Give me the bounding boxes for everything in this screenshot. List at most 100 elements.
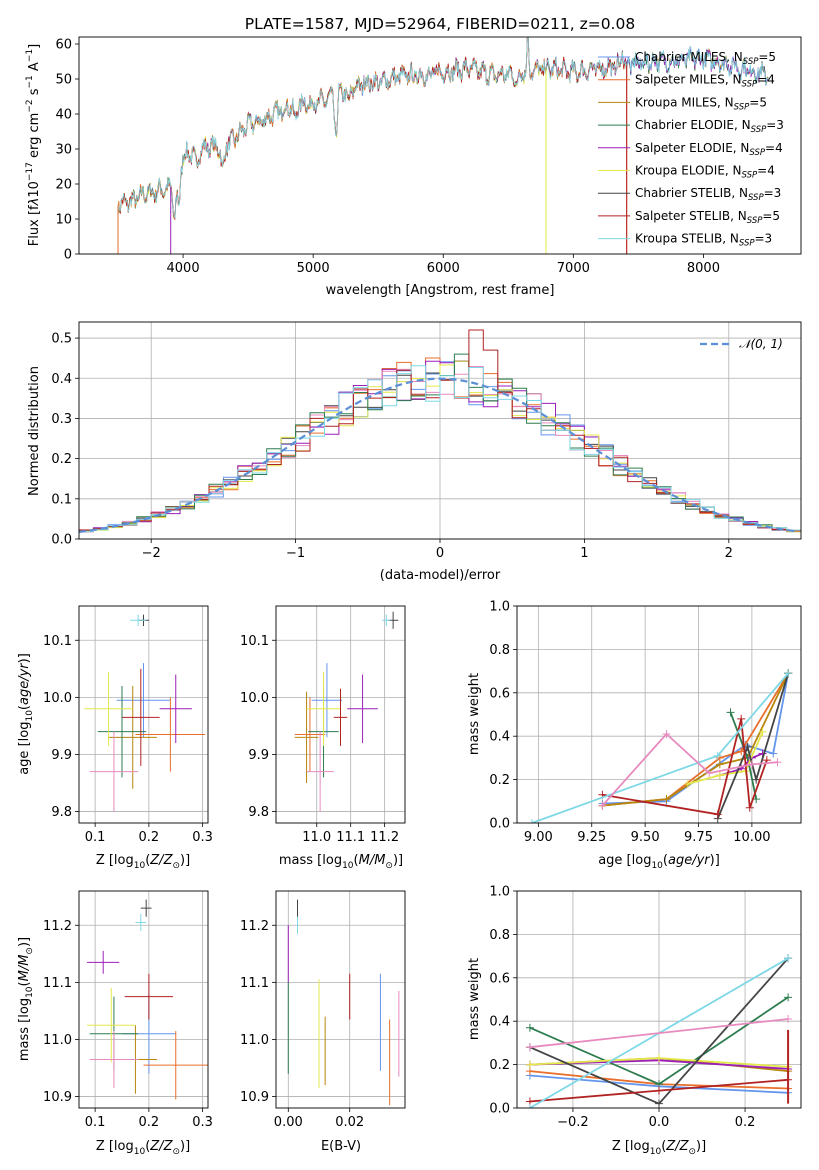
mass-weight-marker [662, 795, 671, 804]
age-vs-metallicity-panel: 0.1 0.2 0.3 9.8 9.9 10.0 10.1 Z [log10(Z/Z⊙)] ag… [17, 605, 213, 871]
mass-weight-marker [525, 1023, 534, 1032]
x-tick-label: 9.00 [524, 830, 553, 845]
legend: Chabrier MILES, NSSP=5 Salpeter MILES, NS… [598, 50, 784, 249]
mass-vs-metallicity-panel: 0.1 0.2 0.3 10.9 11.0 11.1 11.2 Z [log10(Z/Z⊙)]… [17, 890, 213, 1157]
mass-weight-marker [527, 819, 536, 823]
mass-weight-marker [715, 760, 724, 769]
mass-weight-marker [655, 1086, 663, 1095]
x-axis-label: mass [log10(M/M⊙)] [279, 853, 403, 871]
x-tick-label: 0 [436, 546, 444, 561]
plot-area [527, 669, 793, 823]
legend-label: Chabrier MILES, NSSP=5 [635, 50, 776, 67]
x-axis-label: Z [log10(Z/Z⊙)] [96, 853, 190, 871]
x-axis-label: wavelength [Angstrom, rest frame] [326, 283, 555, 298]
x-tick-label: 8000 [687, 261, 720, 276]
y-tick-label: 11.0 [43, 1033, 72, 1048]
axes-frame [275, 605, 406, 824]
y-tick-label: 30 [55, 143, 72, 158]
mass-weight-marker [747, 760, 756, 769]
mass-vs-ebv-panel: 0.00 0.02 10.9 11.0 11.1 11.2 E(B-V) [240, 890, 406, 1154]
legend-label: Salpeter STELIB, NSSP=5 [635, 209, 780, 226]
histogram-step [79, 360, 801, 534]
mass-weight-line [601, 732, 778, 807]
mass-weight-marker [705, 769, 714, 778]
x-tick-label: −1 [286, 546, 305, 561]
axes-frame [275, 890, 406, 1109]
mass-weight-marker [525, 1043, 534, 1052]
x-tick-label: 0.1 [85, 1115, 106, 1130]
chart-title: PLATE=1587, MJD=52964, FIBERID=0211, z=0… [245, 15, 635, 33]
x-tick-label: 2 [725, 546, 733, 561]
mass-weight-marker [784, 669, 793, 678]
axes-frame [78, 321, 802, 540]
legend-label: 𝒩(0, 1) [739, 337, 783, 351]
x-tick-label: 0.0 [649, 1115, 670, 1130]
y-tick-label: 0.2 [51, 452, 72, 467]
y-tick-label: 10.9 [240, 1090, 269, 1105]
mass-weight-marker [745, 803, 754, 812]
x-tick-label: 11.1 [336, 830, 365, 845]
y-tick-label: 0.2 [489, 773, 510, 788]
y-tick-label: 50 [55, 73, 72, 88]
histogram-step [79, 360, 801, 534]
plot-area [287, 899, 400, 1106]
y-tick-label: 0.0 [51, 533, 72, 548]
y-tick-label: 10.1 [43, 634, 72, 649]
model-spectrum-line [117, 37, 627, 221]
y-axis-label: Normed distribution [27, 366, 42, 496]
y-tick-label: 9.8 [248, 805, 269, 820]
y-tick-label: 11.1 [43, 976, 72, 991]
y-tick-label: 10.0 [43, 691, 72, 706]
x-tick-label: −0.2 [557, 1115, 589, 1130]
legend-label: Salpeter ELODIE, NSSP=4 [635, 141, 783, 158]
mass-weight-marker [525, 1104, 534, 1108]
x-tick-label: 9.75 [684, 830, 713, 845]
y-tick-label: 9.9 [248, 748, 269, 763]
mass-weight-vs-age-panel: 9.00 9.25 9.50 9.75 10.00 0.0 0.2 0.4 0.6 0.8 1.0 a… [467, 600, 802, 871]
legend-label: Kroupa ELODIE, NSSP=4 [635, 164, 775, 181]
x-tick-label: 0.2 [139, 830, 160, 845]
mass-weight-marker [683, 779, 692, 788]
y-tick-label: 0.4 [51, 372, 72, 387]
mass-weight-marker [737, 714, 746, 723]
mass-weight-marker [598, 801, 607, 810]
mass-weight-line [687, 731, 764, 785]
mass-weight-line [529, 1018, 789, 1049]
residual-histogram-panel: −2 −1 0 1 2 0.0 0.1 0.2 0.3 0.4 0.5 𝒩(0, 1) (data-mo… [27, 321, 802, 583]
y-tick-label: 60 [55, 38, 72, 53]
x-tick-label: 0.02 [335, 1115, 364, 1130]
x-tick-label: −2 [142, 546, 161, 561]
plot-area [117, 37, 769, 254]
mass-weight-marker [525, 1060, 534, 1069]
y-tick-label: 11.2 [240, 919, 269, 934]
y-tick-label: 9.9 [51, 748, 72, 763]
y-tick-label: 40 [55, 108, 72, 123]
y-tick-label: 0.2 [489, 1058, 510, 1073]
spectrum-panel: 4000 5000 6000 7000 8000 0 10 20 30 40 50 60 PLATE=1… [25, 15, 802, 298]
mass-weight-marker [715, 771, 724, 780]
model-spectrum-line [117, 37, 547, 220]
histogram-step [79, 360, 801, 535]
plot-area [79, 329, 801, 535]
mass-weight-marker [743, 743, 752, 752]
axes-frame [516, 605, 802, 824]
x-tick-label: 0.3 [192, 1115, 213, 1130]
mass-weight-marker [752, 775, 761, 784]
y-axis-label: mass weight [467, 673, 482, 755]
y-tick-label: 10.9 [43, 1090, 72, 1105]
mass-weight-marker [784, 954, 793, 963]
y-tick-label: 10.1 [240, 634, 269, 649]
x-tick-label: 10.00 [733, 830, 770, 845]
x-tick-label: 11.2 [370, 830, 399, 845]
y-tick-label: 0 [64, 248, 72, 263]
y-tick-label: 11.1 [240, 976, 269, 991]
x-tick-label: 6000 [427, 261, 460, 276]
axes-frame [516, 890, 802, 1109]
y-tick-label: 1.0 [489, 885, 510, 900]
y-axis-label: Flux [fλ10−17 erg cm−2 s−1 A−1] [25, 44, 42, 246]
x-axis-label: E(B-V) [321, 1139, 361, 1154]
x-tick-label: 0.00 [274, 1115, 303, 1130]
legend-label: Salpeter MILES, NSSP=4 [635, 73, 775, 90]
y-tick-label: 11.0 [240, 1033, 269, 1048]
